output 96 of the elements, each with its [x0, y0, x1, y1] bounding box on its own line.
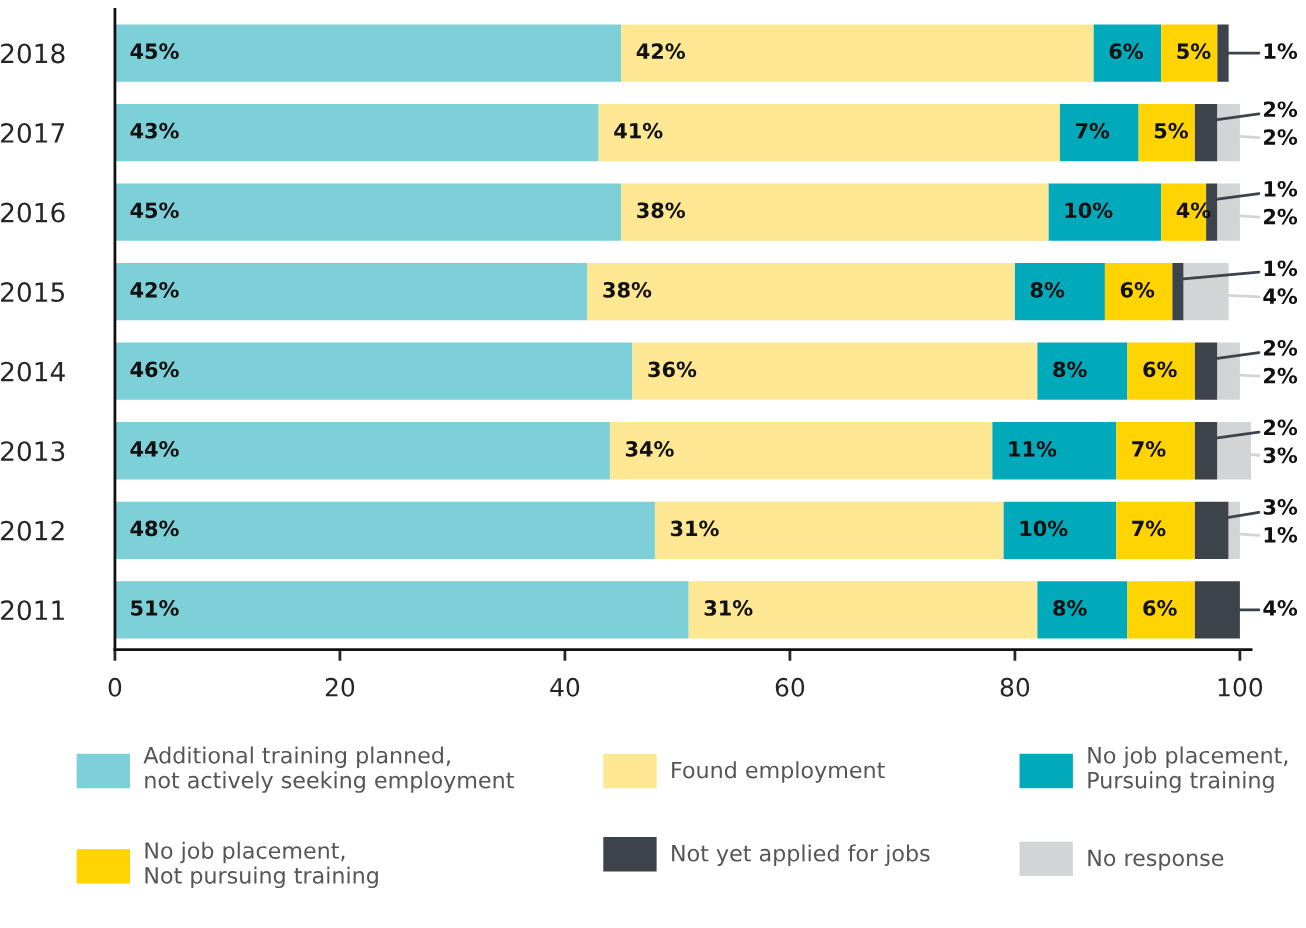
- data-label: 31%: [670, 520, 719, 537]
- data-label: 1%: [1264, 43, 1298, 60]
- bar: [609, 422, 993, 480]
- data-label: 46%: [130, 361, 179, 378]
- x-tick-label: 20: [325, 677, 355, 697]
- bar: [621, 183, 1049, 241]
- bar: [992, 422, 1117, 480]
- data-label: 2%: [1264, 208, 1298, 225]
- data-label: 2%: [1264, 101, 1298, 118]
- bar: [114, 183, 622, 241]
- bar: [1116, 422, 1195, 480]
- data-label: 6%: [1143, 361, 1177, 378]
- y-tick-label: 2017: [1, 123, 65, 143]
- data-label: 4%: [1263, 288, 1298, 305]
- data-label: 45%: [130, 202, 179, 219]
- data-label: 38%: [637, 202, 685, 219]
- x-tick-label: 60: [775, 677, 805, 697]
- legend-label: No response: [1088, 849, 1224, 871]
- bar: [632, 342, 1038, 400]
- bar: [114, 263, 588, 321]
- data-label: 7%: [1132, 520, 1166, 537]
- bar: [1037, 581, 1128, 639]
- data-label: 8%: [1053, 600, 1087, 616]
- bar: [1003, 501, 1117, 559]
- data-label: 10%: [1020, 520, 1068, 537]
- data-label: 42%: [130, 281, 179, 298]
- data-label: 36%: [648, 361, 697, 378]
- data-label: 3%: [1263, 447, 1298, 464]
- data-label: 3%: [1263, 499, 1298, 515]
- legend-label: Not yet applied for jobs: [672, 844, 930, 866]
- bar: [621, 24, 1094, 82]
- x-tick-label: 40: [550, 677, 580, 697]
- bar: [1116, 501, 1195, 559]
- data-label: 44%: [130, 441, 179, 457]
- data-label: 51%: [131, 600, 179, 616]
- legend-label: Found employment: [672, 761, 885, 783]
- bar: [1093, 24, 1162, 82]
- data-label: 1%: [1264, 260, 1298, 277]
- data-label: 2%: [1264, 340, 1298, 356]
- y-tick-label: 2016: [1, 202, 65, 223]
- bar: [654, 501, 1004, 559]
- data-label: 5%: [1177, 43, 1211, 60]
- bar: [1161, 24, 1218, 82]
- data-label: 42%: [636, 43, 685, 60]
- bar: [1014, 263, 1105, 321]
- legend-label: Additional training planned, not actively seeking employment: [143, 746, 514, 793]
- bar: [114, 581, 689, 639]
- y-tick-label: 2015: [1, 282, 65, 303]
- data-label: 38%: [603, 281, 652, 298]
- bar: [114, 24, 622, 82]
- bar: [1127, 342, 1195, 400]
- bar: [1037, 342, 1128, 400]
- data-label: 41%: [614, 122, 663, 139]
- data-label: 2%: [1264, 129, 1298, 145]
- legend-label: No job placement, Pursuing training: [1088, 746, 1288, 793]
- bar: [114, 422, 610, 480]
- bar: [114, 103, 599, 162]
- x-tick-label: 100: [1218, 677, 1263, 697]
- y-tick-label: 2011: [1, 600, 64, 621]
- data-label: 43%: [130, 122, 179, 139]
- bar: [1059, 103, 1139, 162]
- bar: [598, 103, 1060, 162]
- data-label: 4%: [1263, 600, 1298, 616]
- y-tick-label: 2013: [1, 441, 65, 462]
- bar: [114, 501, 655, 559]
- bar: [1104, 263, 1173, 321]
- bar: [1138, 103, 1195, 162]
- bar: [1127, 581, 1195, 639]
- data-label: 8%: [1053, 361, 1087, 378]
- data-label: 45%: [130, 43, 179, 60]
- y-tick-label: 2018: [1, 43, 65, 64]
- data-label: 10%: [1065, 202, 1113, 219]
- data-label: 34%: [625, 441, 674, 457]
- data-label: 31%: [704, 600, 753, 616]
- data-label: 6%: [1143, 600, 1177, 616]
- y-tick-label: 2012: [1, 520, 64, 541]
- data-label: 7%: [1075, 122, 1110, 139]
- bar: [688, 581, 1038, 639]
- data-label: 8%: [1030, 281, 1065, 298]
- data-label: 48%: [130, 520, 179, 537]
- data-label: 5%: [1154, 122, 1188, 139]
- data-label: 6%: [1120, 281, 1155, 298]
- data-label: 1%: [1264, 180, 1298, 197]
- y-tick-label: 2014: [1, 361, 65, 382]
- bar: [587, 263, 1015, 321]
- data-label: 1%: [1264, 526, 1298, 543]
- x-tick-label: 0: [108, 677, 122, 697]
- legend-label: No job placement, Not pursuing training: [145, 841, 378, 889]
- data-label: 7%: [1132, 441, 1166, 457]
- data-label: 11%: [1009, 441, 1057, 457]
- bar: [114, 342, 633, 400]
- x-tick-label: 80: [1000, 677, 1030, 697]
- bar: [1048, 183, 1162, 241]
- data-label: 2%: [1264, 367, 1298, 384]
- data-label: 2%: [1264, 419, 1298, 436]
- data-label: 6%: [1109, 43, 1143, 60]
